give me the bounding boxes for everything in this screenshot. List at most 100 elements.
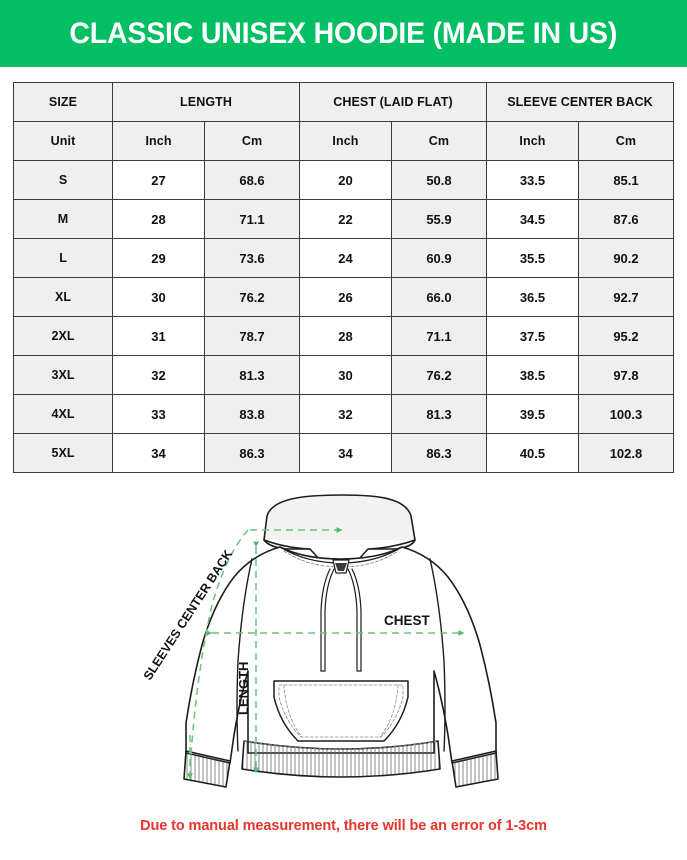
header-sleeve-inch: Inch: [485, 121, 579, 161]
cell-chest-in: 24: [299, 238, 392, 278]
unit-header-row: Unit Inch Cm Inch Cm Inch Cm: [12, 121, 675, 161]
kangaroo-pocket: [272, 680, 409, 742]
cell-length-in: 29: [112, 238, 205, 278]
cell-sleeve-cm: 100.3: [577, 394, 675, 434]
cell-sleeve-in: 40.5: [485, 433, 579, 473]
cell-sleeve-in: 39.5: [485, 394, 579, 434]
cell-chest-cm: 66.0: [390, 277, 487, 317]
cell-size: S: [12, 160, 114, 200]
measurement-guides: [186, 527, 464, 780]
hoodie-body-outline: [182, 494, 499, 788]
cell-sleeve-cm: 92.7: [577, 277, 675, 317]
cell-chest-in: 22: [299, 199, 392, 239]
cell-chest-in: 28: [299, 316, 392, 356]
cell-size: XL: [12, 277, 114, 317]
cell-chest-cm: 81.3: [390, 394, 487, 434]
header-length-inch: Inch: [112, 121, 205, 161]
cell-size: 5XL: [12, 433, 114, 473]
hoodie-illustration-svg: CHEST LENGTH SLEEVES CENTER BACK: [140, 494, 499, 788]
header-chest-cm: Cm: [390, 121, 487, 161]
header-length-cm: Cm: [204, 121, 300, 161]
pocket-opening-left: [283, 684, 302, 738]
table-head: SIZE LENGTH CHEST (LAID FLAT) SLEEVE CEN…: [12, 82, 675, 161]
cell-length-cm: 71.1: [204, 199, 300, 239]
table-row: 2XL 31 78.7 28 71.1 37.5 95.2: [12, 316, 675, 356]
cell-chest-in: 34: [299, 433, 392, 473]
cell-sleeve-cm: 95.2: [577, 316, 675, 356]
cell-sleeve-cm: 85.1: [577, 160, 675, 200]
cell-sleeve-in: 37.5: [485, 316, 579, 356]
header-banner: CLASSIC UNISEX HOODIE (MADE IN US): [0, 0, 687, 67]
cell-sleeve-cm: 97.8: [577, 355, 675, 395]
cell-sleeve-in: 33.5: [485, 160, 579, 200]
hoodie-diagram: CHEST LENGTH SLEEVES CENTER BACK: [0, 485, 687, 815]
header-chest: CHEST (LAID FLAT): [299, 82, 487, 122]
sleeve-seam-left: [235, 558, 253, 752]
header-size: SIZE: [12, 82, 114, 122]
cell-length-in: 31: [112, 316, 205, 356]
cell-sleeve-in: 35.5: [485, 238, 579, 278]
cell-length-cm: 78.7: [204, 316, 300, 356]
table-row: XL 30 76.2 26 66.0 36.5 92.7: [12, 277, 675, 317]
table-body: S 27 68.6 20 50.8 33.5 85.1 M 28 71.1 22…: [12, 160, 675, 473]
cell-length-in: 30: [112, 277, 205, 317]
cell-length-cm: 68.6: [204, 160, 300, 200]
drawstring-eyelet: [334, 563, 347, 571]
drawstring-left-edge: [319, 568, 331, 672]
drawstring-left: [323, 568, 335, 672]
header-unit: Unit: [12, 121, 114, 161]
cuff-left: [182, 750, 231, 788]
header-chest-inch: Inch: [299, 121, 392, 161]
cell-chest-in: 26: [299, 277, 392, 317]
cell-length-cm: 76.2: [204, 277, 300, 317]
sleeve-seam-right: [428, 558, 446, 752]
hem-stitch: [243, 740, 438, 750]
cell-length-cm: 83.8: [204, 394, 300, 434]
cell-sleeve-cm: 87.6: [577, 199, 675, 239]
sleeve-measure-line: [188, 529, 249, 770]
cell-chest-in: 20: [299, 160, 392, 200]
drawstring-right: [346, 568, 358, 672]
cell-chest-cm: 76.2: [390, 355, 487, 395]
cell-length-in: 33: [112, 394, 205, 434]
cell-chest-cm: 55.9: [390, 199, 487, 239]
cell-sleeve-cm: 102.8: [577, 433, 675, 473]
drawstring-right-edge: [350, 568, 362, 672]
cell-length-cm: 81.3: [204, 355, 300, 395]
cell-sleeve-in: 38.5: [485, 355, 579, 395]
cuff-right: [450, 750, 499, 788]
cell-chest-cm: 86.3: [390, 433, 487, 473]
cell-chest-cm: 60.9: [390, 238, 487, 278]
chest-label: CHEST: [384, 613, 431, 628]
pocket-opening-right: [379, 684, 398, 738]
group-header-row: SIZE LENGTH CHEST (LAID FLAT) SLEEVE CEN…: [12, 82, 675, 122]
cell-size: L: [12, 238, 114, 278]
cell-chest-cm: 71.1: [390, 316, 487, 356]
header-sleeve-center-back: SLEEVE CENTER BACK: [485, 82, 675, 122]
pocket-stitch: [278, 684, 403, 738]
table-row: L 29 73.6 24 60.9 35.5 90.2: [12, 238, 675, 278]
cell-size: 4XL: [12, 394, 114, 434]
cell-length-cm: 73.6: [204, 238, 300, 278]
cell-size: 2XL: [12, 316, 114, 356]
table-row: 3XL 32 81.3 30 76.2 38.5 97.8: [12, 355, 675, 395]
size-chart-table: SIZE LENGTH CHEST (LAID FLAT) SLEEVE CEN…: [12, 82, 675, 473]
page-title: CLASSIC UNISEX HOODIE (MADE IN US): [69, 16, 618, 50]
cell-length-in: 27: [112, 160, 205, 200]
cell-sleeve-in: 36.5: [485, 277, 579, 317]
cell-chest-in: 32: [299, 394, 392, 434]
table-row: S 27 68.6 20 50.8 33.5 85.1: [12, 160, 675, 200]
header-sleeve-cm: Cm: [577, 121, 675, 161]
cell-size: M: [12, 199, 114, 239]
cell-sleeve-in: 34.5: [485, 199, 579, 239]
header-length: LENGTH: [112, 82, 300, 122]
cell-length-in: 28: [112, 199, 205, 239]
cell-sleeve-cm: 90.2: [577, 238, 675, 278]
cell-length-in: 34: [112, 433, 205, 473]
cell-length-in: 32: [112, 355, 205, 395]
table-row: 5XL 34 86.3 34 86.3 40.5 102.8: [12, 433, 675, 473]
cell-size: 3XL: [12, 355, 114, 395]
measurement-disclaimer: Due to manual measurement, there will be…: [140, 818, 547, 834]
size-table-container: SIZE LENGTH CHEST (LAID FLAT) SLEEVE CEN…: [0, 67, 687, 473]
table-row: 4XL 33 83.8 32 81.3 39.5 100.3: [12, 394, 675, 434]
